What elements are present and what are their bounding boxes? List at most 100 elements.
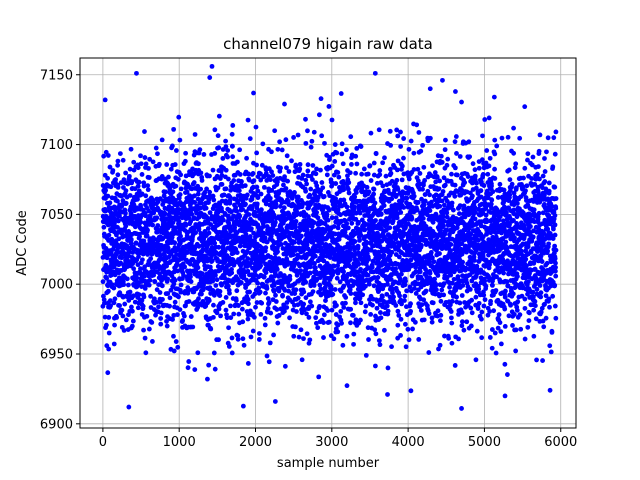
data-point [148,293,153,299]
data-point [196,161,201,167]
data-point [406,146,412,152]
data-point [245,296,251,302]
data-point [117,303,122,309]
data-point [378,315,384,321]
data-point [344,204,350,210]
data-point [343,147,349,153]
data-point [101,297,107,303]
data-point [419,242,424,248]
data-point [308,144,314,150]
data-point [129,323,135,329]
data-point [223,186,229,192]
data-point [113,177,119,182]
data-point [227,290,232,296]
data-point [376,338,382,344]
data-point [117,290,123,296]
data-point [135,305,141,311]
data-point [398,333,403,338]
data-point [112,322,117,328]
data-point [171,126,177,132]
data-point [120,313,126,319]
data-point [437,342,443,348]
data-point [401,205,407,210]
data-point [192,132,198,137]
data-point [410,326,415,332]
data-point [476,286,482,292]
data-point [378,310,383,315]
data-point [437,178,443,184]
data-point [267,340,273,346]
data-point [454,151,459,156]
data-point [176,294,181,300]
data-point [442,147,448,153]
data-point [245,361,251,366]
data-point [232,225,238,230]
data-point [183,150,189,156]
data-point [230,123,236,128]
data-point [388,166,393,172]
data-point [372,200,378,206]
data-point [287,315,292,321]
data-point [199,178,205,183]
data-point [305,162,311,168]
data-point [322,140,327,146]
data-point [444,210,450,216]
data-point [204,186,209,192]
data-point [313,265,318,271]
data-point [182,158,188,164]
data-point [241,273,247,279]
data-point [474,263,480,269]
data-point [338,91,344,96]
data-point [212,127,218,133]
data-point [212,151,218,156]
data-point [396,254,402,260]
data-point [100,279,106,285]
data-point [240,336,246,342]
data-point [147,277,153,283]
data-point [283,137,289,143]
data-point [260,141,266,147]
data-point [111,285,117,291]
data-point [256,337,262,342]
data-point [334,303,339,308]
data-point [472,258,477,263]
data-point [206,298,212,304]
data-point [245,268,251,274]
data-point [364,184,370,190]
data-point [131,167,137,173]
data-point [391,294,396,300]
data-point [235,159,240,165]
data-point [275,146,281,152]
data-point [273,201,279,207]
data-point [105,153,111,158]
data-point [271,332,276,338]
data-point [279,147,285,153]
data-point [349,220,355,226]
data-point [352,204,357,210]
data-point [472,167,478,173]
data-point [126,173,132,179]
data-point [272,219,278,225]
data-point [298,268,304,274]
data-point [141,327,146,333]
data-point [442,182,448,188]
data-point [178,240,183,246]
data-point [158,310,164,316]
data-point [367,163,373,169]
data-point [164,318,169,324]
data-point [411,150,417,156]
data-point [163,217,169,222]
data-point [171,281,177,287]
data-point [480,133,485,139]
data-point [142,335,148,341]
data-point [229,267,234,272]
data-point [155,151,160,157]
data-point [479,309,485,315]
data-point [370,302,375,308]
data-point [239,179,244,184]
data-point [412,319,418,325]
data-point [154,215,160,221]
data-point [448,315,454,321]
data-point [229,131,235,137]
